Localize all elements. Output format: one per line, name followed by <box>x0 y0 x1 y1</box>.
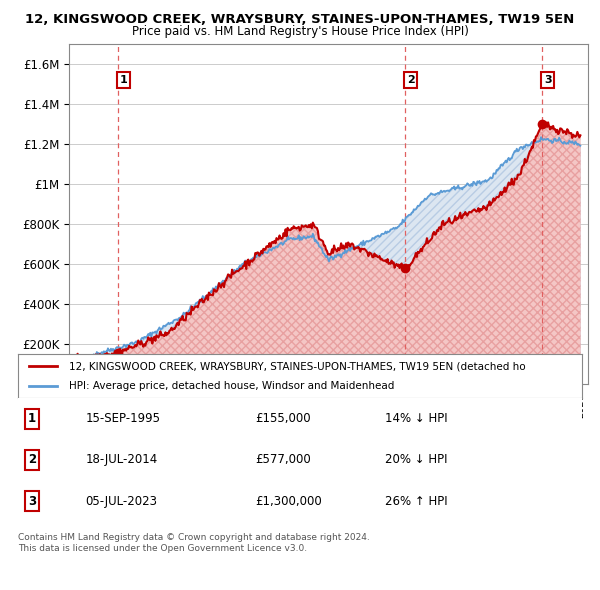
Text: 2: 2 <box>28 453 36 467</box>
Text: 1: 1 <box>119 75 127 85</box>
Text: 20% ↓ HPI: 20% ↓ HPI <box>385 453 447 467</box>
Text: This data is licensed under the Open Government Licence v3.0.: This data is licensed under the Open Gov… <box>18 544 307 553</box>
Text: £1,300,000: £1,300,000 <box>255 494 322 507</box>
Text: HPI: Average price, detached house, Windsor and Maidenhead: HPI: Average price, detached house, Wind… <box>69 381 394 391</box>
Text: 26% ↑ HPI: 26% ↑ HPI <box>385 494 447 507</box>
Text: 12, KINGSWOOD CREEK, WRAYSBURY, STAINES-UPON-THAMES, TW19 5EN (detached ho: 12, KINGSWOOD CREEK, WRAYSBURY, STAINES-… <box>69 362 526 371</box>
Text: 14% ↓ HPI: 14% ↓ HPI <box>385 412 447 425</box>
Text: 05-JUL-2023: 05-JUL-2023 <box>86 494 158 507</box>
Text: 3: 3 <box>28 494 36 507</box>
Text: Contains HM Land Registry data © Crown copyright and database right 2024.: Contains HM Land Registry data © Crown c… <box>18 533 370 542</box>
Text: 2: 2 <box>407 75 415 85</box>
Text: £155,000: £155,000 <box>255 412 311 425</box>
Text: 15-SEP-1995: 15-SEP-1995 <box>86 412 161 425</box>
Text: 18-JUL-2014: 18-JUL-2014 <box>86 453 158 467</box>
Text: 3: 3 <box>544 75 551 85</box>
Text: 1: 1 <box>28 412 36 425</box>
Text: £577,000: £577,000 <box>255 453 311 467</box>
Text: Price paid vs. HM Land Registry's House Price Index (HPI): Price paid vs. HM Land Registry's House … <box>131 25 469 38</box>
Text: 12, KINGSWOOD CREEK, WRAYSBURY, STAINES-UPON-THAMES, TW19 5EN: 12, KINGSWOOD CREEK, WRAYSBURY, STAINES-… <box>25 13 575 26</box>
